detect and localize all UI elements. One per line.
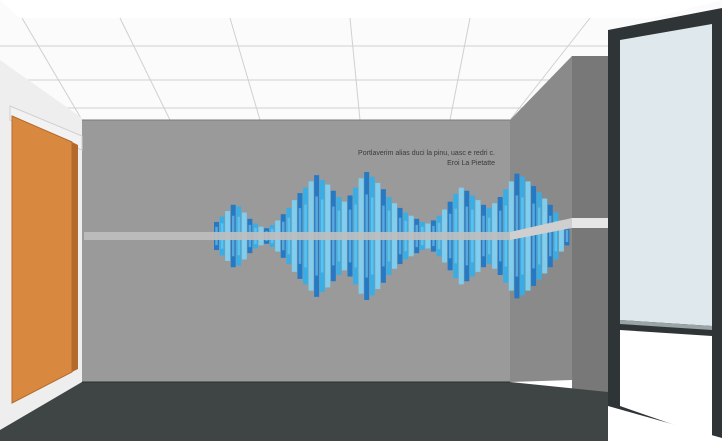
waveform-bar-highlight bbox=[532, 203, 535, 269]
window-lower-panel bbox=[620, 330, 712, 438]
door-edge bbox=[72, 142, 78, 372]
waveform-bar-highlight bbox=[554, 220, 558, 252]
waveform-center-band bbox=[84, 218, 608, 240]
window-glass bbox=[620, 24, 712, 326]
wall-caption: Portlaverim alias duci la pinu, uasc e r… bbox=[358, 150, 495, 167]
waveform-bar-highlight bbox=[565, 229, 569, 243]
waveform-bar-highlight bbox=[543, 211, 546, 261]
center-band-front bbox=[572, 218, 608, 228]
window-sill bbox=[620, 320, 712, 330]
waveform-bar-highlight bbox=[549, 215, 552, 257]
caption-line-1: Portlaverim alias duci la pinu, uasc e r… bbox=[358, 150, 495, 157]
center-band-side bbox=[510, 218, 572, 240]
waveform-bar-highlight bbox=[537, 207, 541, 265]
ceiling-edge bbox=[0, 0, 722, 18]
door bbox=[11, 115, 73, 404]
waveform-bar-highlight bbox=[560, 225, 563, 247]
floor bbox=[0, 382, 608, 441]
center-band-back bbox=[84, 232, 510, 240]
caption-line-2: Eroi La Pietatte bbox=[447, 160, 495, 167]
window bbox=[608, 8, 722, 438]
